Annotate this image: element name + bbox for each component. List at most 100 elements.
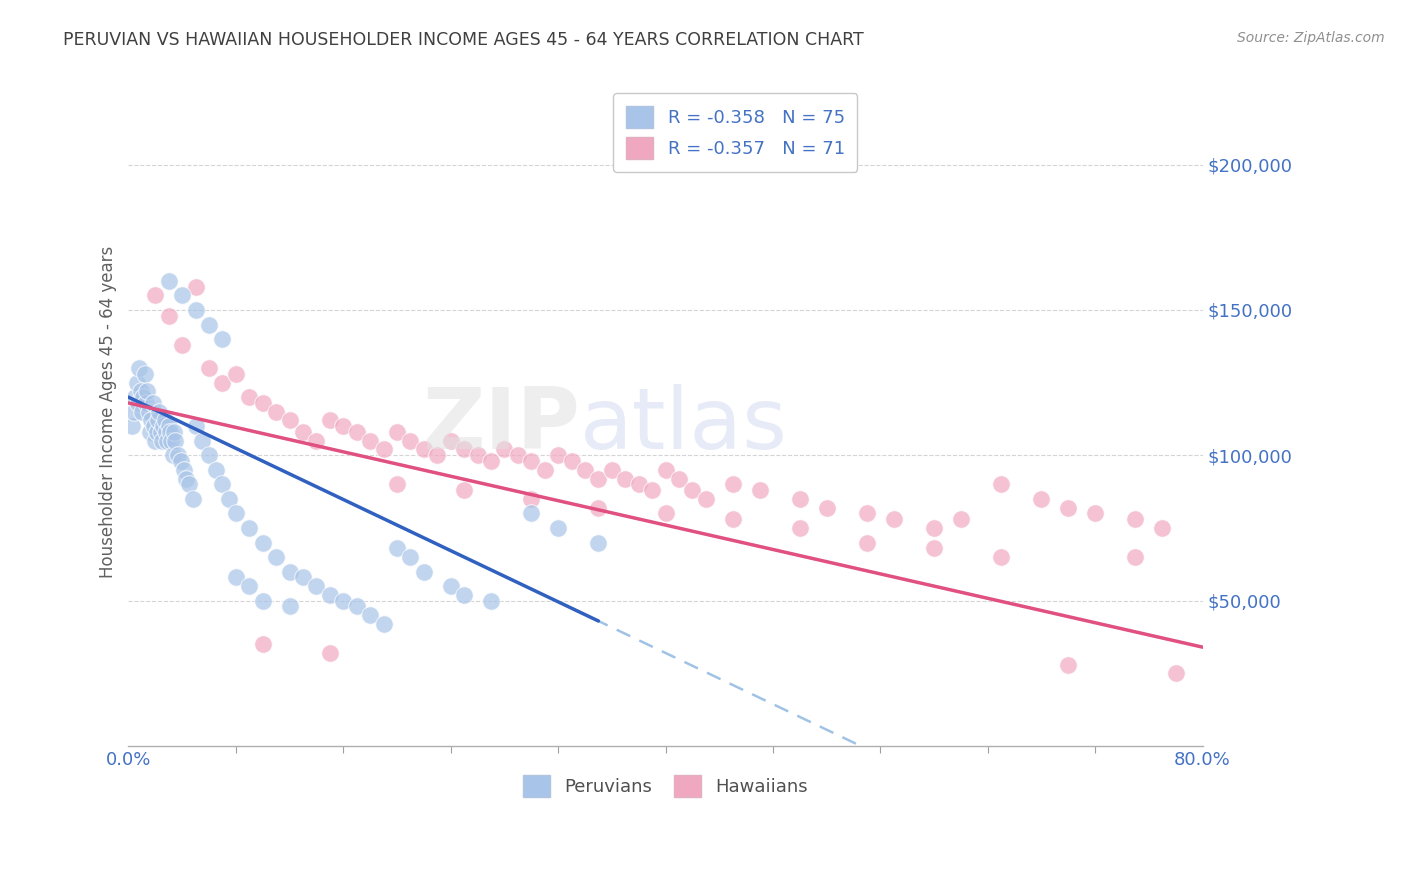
- Point: [211, 477, 233, 491]
- Point: [177, 477, 200, 491]
- Point: [156, 434, 179, 448]
- Point: [588, 535, 610, 549]
- Point: [184, 279, 207, 293]
- Point: [184, 303, 207, 318]
- Point: [412, 565, 434, 579]
- Point: [132, 390, 155, 404]
- Point: [721, 477, 744, 491]
- Point: [165, 434, 187, 448]
- Point: [1164, 666, 1187, 681]
- Point: [218, 491, 240, 506]
- Point: [225, 507, 247, 521]
- Point: [305, 434, 328, 448]
- Point: [125, 376, 148, 390]
- Point: [225, 570, 247, 584]
- Point: [124, 390, 146, 404]
- Point: [520, 491, 543, 506]
- Point: [143, 288, 166, 302]
- Point: [198, 448, 221, 462]
- Point: [138, 405, 160, 419]
- Point: [319, 646, 342, 660]
- Point: [211, 332, 233, 346]
- Point: [641, 483, 664, 498]
- Point: [949, 512, 972, 526]
- Text: PERUVIAN VS HAWAIIAN HOUSEHOLDER INCOME AGES 45 - 64 YEARS CORRELATION CHART: PERUVIAN VS HAWAIIAN HOUSEHOLDER INCOME …: [63, 31, 865, 49]
- Point: [1057, 500, 1080, 515]
- Point: [150, 434, 173, 448]
- Point: [654, 507, 676, 521]
- Point: [252, 593, 274, 607]
- Point: [181, 491, 204, 506]
- Point: [385, 425, 408, 439]
- Point: [238, 579, 260, 593]
- Point: [453, 483, 475, 498]
- Point: [533, 463, 555, 477]
- Point: [574, 463, 596, 477]
- Point: [588, 472, 610, 486]
- Point: [520, 507, 543, 521]
- Point: [479, 593, 502, 607]
- Point: [129, 384, 152, 399]
- Point: [252, 637, 274, 651]
- Point: [225, 367, 247, 381]
- Point: [654, 463, 676, 477]
- Point: [292, 570, 315, 584]
- Point: [588, 500, 610, 515]
- Point: [319, 413, 342, 427]
- Point: [155, 425, 177, 439]
- Point: [172, 338, 194, 352]
- Point: [1057, 657, 1080, 672]
- Point: [198, 361, 221, 376]
- Point: [146, 413, 169, 427]
- Point: [238, 390, 260, 404]
- Point: [172, 288, 194, 302]
- Point: [149, 425, 172, 439]
- Point: [238, 521, 260, 535]
- Legend: Peruvians, Hawaiians: Peruvians, Hawaiians: [516, 767, 815, 804]
- Point: [789, 491, 811, 506]
- Point: [856, 535, 879, 549]
- Point: [856, 507, 879, 521]
- Point: [883, 512, 905, 526]
- Point: [159, 425, 181, 439]
- Point: [627, 477, 650, 491]
- Point: [373, 616, 395, 631]
- Point: [160, 434, 183, 448]
- Point: [204, 463, 226, 477]
- Point: [789, 521, 811, 535]
- Point: [561, 454, 583, 468]
- Point: [191, 434, 214, 448]
- Point: [695, 491, 717, 506]
- Point: [1152, 521, 1174, 535]
- Point: [278, 413, 301, 427]
- Point: [1125, 512, 1147, 526]
- Point: [359, 434, 381, 448]
- Point: [440, 579, 463, 593]
- Point: [359, 608, 381, 623]
- Point: [264, 405, 287, 419]
- Point: [305, 579, 328, 593]
- Point: [157, 419, 180, 434]
- Point: [547, 521, 569, 535]
- Point: [170, 454, 193, 468]
- Point: [426, 448, 449, 462]
- Point: [399, 434, 422, 448]
- Point: [346, 425, 368, 439]
- Point: [134, 367, 156, 381]
- Point: [506, 448, 529, 462]
- Point: [152, 419, 174, 434]
- Point: [122, 405, 145, 419]
- Point: [332, 593, 354, 607]
- Point: [198, 318, 221, 332]
- Point: [143, 419, 166, 434]
- Point: [373, 442, 395, 457]
- Point: [264, 549, 287, 564]
- Point: [278, 599, 301, 614]
- Point: [922, 521, 945, 535]
- Point: [278, 565, 301, 579]
- Point: [252, 535, 274, 549]
- Point: [252, 396, 274, 410]
- Point: [131, 405, 153, 419]
- Point: [1084, 507, 1107, 521]
- Point: [128, 361, 150, 376]
